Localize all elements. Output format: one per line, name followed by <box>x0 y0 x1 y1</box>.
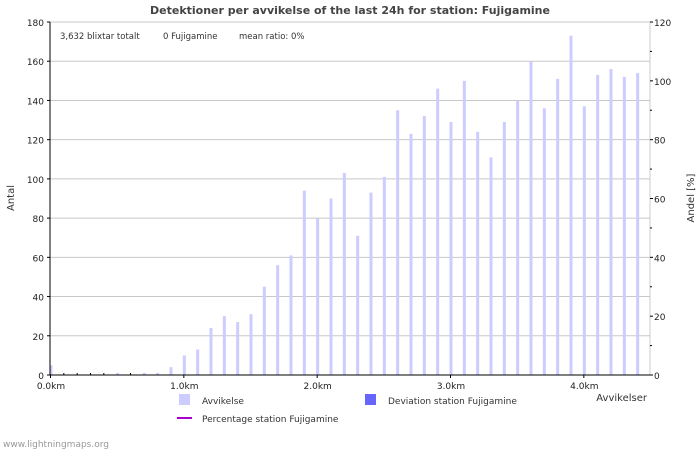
bar-avvikelse <box>342 173 346 375</box>
bar-avvikelse <box>49 365 53 375</box>
bar-avvikelse <box>396 110 400 375</box>
bar-avvikelse <box>502 122 506 376</box>
bar-avvikelse <box>609 69 613 376</box>
footer-watermark: www.lightningmaps.org <box>3 440 109 450</box>
bar-avvikelse <box>422 116 426 375</box>
bar-avvikelse <box>369 192 373 375</box>
legend-swatch-deviation <box>365 394 376 405</box>
bar-avvikelse <box>289 255 293 375</box>
y-tick-label: 160 <box>27 58 44 68</box>
bar-avvikelse <box>542 108 546 376</box>
bar-avvikelse <box>316 218 320 375</box>
y-tick-label: 100 <box>27 176 44 186</box>
y-tick-label: 40 <box>33 294 45 304</box>
y-axis-label: Antal <box>6 185 17 211</box>
bar-avvikelse <box>556 78 560 375</box>
bar-avvikelse <box>236 322 240 375</box>
y2-tick-label: 0 <box>654 372 660 382</box>
bar-avvikelse <box>142 373 146 375</box>
bar-avvikelse <box>622 76 626 376</box>
bar-avvikelse <box>262 286 266 375</box>
y2-tick-label: 20 <box>654 313 666 323</box>
bar-avvikelse <box>569 35 573 375</box>
x-tick-label: 4.0km <box>570 382 598 392</box>
chart-title: Detektioner per avvikelse of the last 24… <box>150 4 550 17</box>
legend-label-percentage: Percentage station Fujigamine <box>202 415 339 425</box>
legend-swatch-avvikelse <box>179 394 190 405</box>
y-tick-label: 120 <box>27 137 44 147</box>
bar-avvikelse <box>356 235 360 375</box>
x-tick-label: 2.0km <box>304 382 332 392</box>
bar-avvikelse <box>476 131 480 375</box>
x-tick-label: 3.0km <box>437 382 465 392</box>
bar-avvikelse <box>182 355 186 375</box>
bar-avvikelse <box>302 190 306 375</box>
y2-axis-label: Andel [%] <box>686 173 697 222</box>
legend-label-avvikelse: Avvikelse <box>202 397 244 407</box>
bar-avvikelse <box>196 349 200 375</box>
bar-avvikelse <box>249 314 253 375</box>
bar-avvikelse <box>276 265 280 375</box>
y-tick-label: 20 <box>33 333 45 343</box>
bar-avvikelse <box>169 367 173 375</box>
y2-tick-label: 120 <box>654 19 671 29</box>
info-ratio: mean ratio: 0% <box>239 32 304 42</box>
bar-avvikelse <box>582 106 586 376</box>
bar-avvikelse <box>462 80 466 375</box>
x-tick-label: 0.0km <box>37 382 65 392</box>
x-tick-label: 1.0km <box>170 382 198 392</box>
bar-avvikelse <box>596 74 600 375</box>
y2-tick-label: 40 <box>654 254 666 264</box>
bar-avvikelse <box>116 373 120 375</box>
bar-avvikelse <box>636 72 640 375</box>
bar-avvikelse <box>489 157 493 375</box>
bar-avvikelse <box>156 373 160 375</box>
bar-avvikelse <box>222 316 226 375</box>
y-tick-label: 0 <box>38 372 44 382</box>
plot-area <box>49 21 651 376</box>
y2-tick-label: 80 <box>654 137 666 147</box>
bar-avvikelse <box>409 133 413 375</box>
y-tick-label: 140 <box>27 97 44 107</box>
bar-avvikelse <box>436 88 440 375</box>
info-total: 3,632 blixtar totalt <box>60 32 140 42</box>
y-tick-label: 80 <box>33 215 45 225</box>
bar-avvikelse <box>516 100 520 375</box>
bar-avvikelse <box>209 327 213 375</box>
info-station: 0 Fujigamine <box>163 32 218 42</box>
legend-label-deviation: Deviation station Fujigamine <box>388 397 517 407</box>
bar-avvikelse <box>449 122 453 376</box>
y-tick-label: 180 <box>27 19 44 29</box>
x-axis-label: Avvikelser <box>596 393 648 404</box>
y2-tick-label: 60 <box>654 196 666 206</box>
bar-avvikelse <box>382 176 386 375</box>
bar-avvikelse <box>329 198 333 375</box>
y-tick-label: 60 <box>33 254 45 264</box>
y2-tick-label: 100 <box>654 78 671 88</box>
bar-avvikelse <box>529 61 533 375</box>
